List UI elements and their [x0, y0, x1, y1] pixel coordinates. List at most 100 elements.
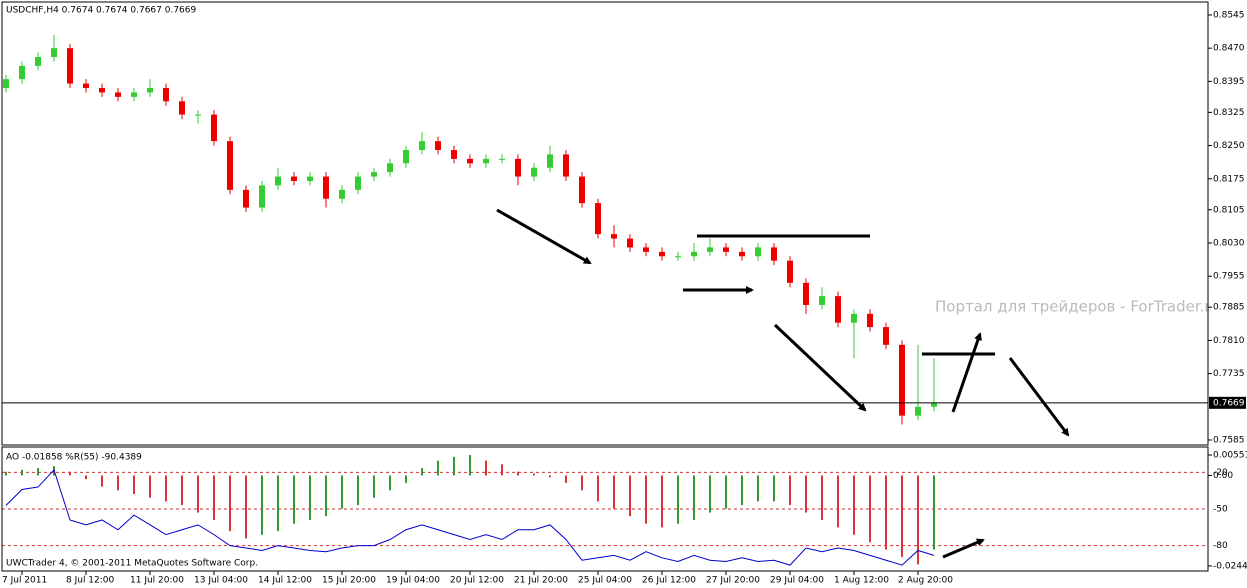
- candle-body: [51, 48, 57, 58]
- candle-body: [643, 247, 649, 252]
- y-tick-label: 0.8325: [1213, 108, 1245, 118]
- candle-body: [675, 256, 681, 258]
- candle-body: [851, 313, 857, 323]
- arrow: [496, 208, 592, 265]
- candle-body: [99, 88, 105, 93]
- candle-body: [771, 247, 777, 261]
- footer: UWCTrader 4, © 2001-2011 MetaQuotes Soft…: [6, 559, 258, 569]
- x-tick-label: 13 Jul 04:00: [194, 576, 248, 586]
- y-tick-label: 0.8250: [1213, 141, 1245, 151]
- x-tick-label: 11 Jul 20:00: [130, 576, 184, 586]
- indicator-title: AO -0.01858 %R(55) -90.4389: [6, 453, 142, 463]
- x-tick-label: 2 Aug 20:00: [898, 576, 953, 586]
- candle-body: [355, 176, 361, 190]
- candle-body: [323, 176, 329, 199]
- candle-body: [867, 313, 873, 328]
- candle-body: [723, 247, 729, 252]
- candle-body: [419, 141, 425, 150]
- main-frame: [1, 1, 1209, 446]
- candle-body: [835, 296, 841, 323]
- indicator-panel: [2, 455, 1208, 566]
- candle-body: [803, 282, 809, 305]
- arrow: [942, 538, 985, 559]
- candle-body: [499, 158, 505, 160]
- y-tick-label: 0.8105: [1213, 205, 1245, 215]
- last-price-label: 0.7669: [1213, 398, 1245, 408]
- x-tick-label: 20 Jul 12:00: [450, 576, 504, 586]
- arrow: [773, 323, 867, 412]
- candle-body: [19, 65, 25, 80]
- candle-body: [739, 251, 745, 257]
- candle-body: [483, 158, 489, 164]
- candle-body: [579, 176, 585, 204]
- candle-body: [83, 83, 89, 89]
- candle-body: [899, 344, 905, 416]
- candle-body: [195, 114, 201, 116]
- y-tick-label: 0.00: [1213, 471, 1233, 481]
- candle-body: [595, 203, 601, 235]
- candle-body: [147, 88, 153, 93]
- candle-body: [67, 48, 73, 84]
- candle-body: [387, 163, 393, 173]
- x-tick-label: 14 Jul 12:00: [258, 576, 312, 586]
- chart-title: USDCHF,H4 0.7674 0.7674 0.7667 0.7669: [6, 6, 196, 16]
- arrow: [951, 332, 982, 413]
- candle-body: [531, 167, 537, 177]
- y-tick-label: -50: [1213, 505, 1228, 515]
- last-price-box: [1209, 396, 1246, 409]
- candle-body: [467, 158, 473, 164]
- x-tick-label: 19 Jul 04:00: [386, 576, 440, 586]
- x-tick-label: 25 Jul 04:00: [578, 576, 632, 586]
- candle-body: [451, 150, 457, 159]
- x-tick-label: 21 Jul 20:00: [514, 576, 568, 586]
- x-tick-label: 7 Jul 2011: [2, 576, 47, 586]
- candle-body: [179, 101, 185, 115]
- x-tick-label: 29 Jul 04:00: [770, 576, 824, 586]
- x-tick-label: 26 Jul 12:00: [642, 576, 696, 586]
- y-tick-label: -0.0244: [1213, 561, 1247, 571]
- y-tick-label: 0.00551: [1213, 451, 1247, 461]
- wpr-line: [5, 468, 935, 566]
- x-tick-label: 1 Aug 12:00: [834, 576, 889, 586]
- candle-body: [211, 114, 217, 142]
- candle-body: [707, 247, 713, 252]
- y-tick-label: 0.7735: [1213, 369, 1245, 379]
- candle-body: [131, 92, 137, 97]
- candle-body: [883, 327, 889, 345]
- y-tick-label: 0.8175: [1213, 174, 1245, 184]
- y-tick-label: 0.8030: [1213, 238, 1245, 248]
- candle-body: [243, 189, 249, 208]
- candle-body: [291, 176, 297, 181]
- watermark: Портал для трейдеров - ForTrader.ru: [935, 298, 1220, 316]
- x-tick-label: 15 Jul 20:00: [322, 576, 376, 586]
- candle-body: [3, 79, 9, 89]
- candle-body: [611, 234, 617, 239]
- y-tick-label: -80: [1213, 541, 1228, 551]
- candle-body: [819, 296, 825, 305]
- y-tick-label: 0.8470: [1213, 44, 1245, 54]
- candle-body: [563, 154, 569, 177]
- y-tick-label: -20: [1213, 468, 1228, 478]
- x-tick-label: 8 Jul 12:00: [66, 576, 115, 586]
- arrow: [1008, 357, 1070, 437]
- candle-body: [115, 92, 121, 97]
- y-tick-label: 0.7885: [1213, 303, 1245, 313]
- candle-body: [275, 176, 281, 186]
- candle-body: [163, 88, 169, 102]
- candle-body: [307, 176, 313, 181]
- candle-body: [227, 141, 233, 190]
- candle-body: [755, 247, 761, 257]
- candle-body: [371, 172, 377, 177]
- y-tick-label: 0.8395: [1213, 77, 1245, 87]
- candle-body: [627, 238, 633, 248]
- candle-body: [403, 150, 409, 164]
- candle-body: [259, 185, 265, 208]
- candle-body: [931, 402, 937, 407]
- y-tick-label: 0.8545: [1213, 10, 1245, 20]
- candle-body: [915, 406, 921, 416]
- candle-body: [515, 158, 521, 177]
- x-tick-label: 27 Jul 20:00: [706, 576, 760, 586]
- main-panel: Портал для трейдеров - ForTrader.ru: [2, 34, 1220, 425]
- y-tick-label: 0.7810: [1213, 336, 1245, 346]
